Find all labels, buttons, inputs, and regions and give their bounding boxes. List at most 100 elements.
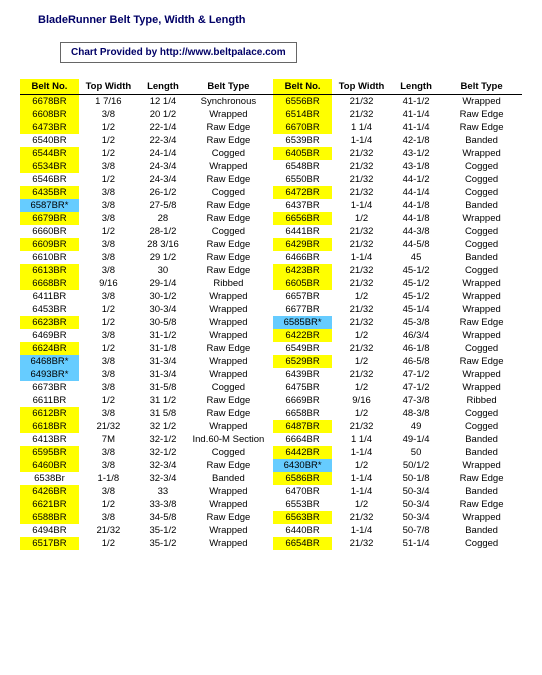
belt-type-cell: Wrapped — [188, 368, 269, 381]
table-body: 6678BR1 7/1612 1/4Synchronous6556BR21/32… — [20, 95, 522, 551]
length-cell: 31 1/2 — [138, 394, 188, 407]
belt-no-cell: 6658BR — [273, 407, 332, 420]
length-cell: 45-3/8 — [391, 316, 441, 329]
length-cell: 24-3/4 — [138, 160, 188, 173]
belt-type-cell: Wrapped — [188, 303, 269, 316]
table-row: 6413BR7M32-1/2Ind.60-M Section6664BR1 1/… — [20, 433, 522, 446]
length-cell: 43-1/2 — [391, 147, 441, 160]
belt-no-cell: 6441BR — [273, 225, 332, 238]
belt-type-cell: Ribbed — [188, 277, 269, 290]
table-row: 6517BR1/235-1/2Wrapped6654BR21/3251-1/4C… — [20, 537, 522, 550]
top-width-cell: 21/32 — [332, 95, 391, 109]
top-width-cell: 3/8 — [79, 290, 138, 303]
top-width-cell: 3/8 — [79, 329, 138, 342]
top-width-cell: 21/32 — [332, 537, 391, 550]
belt-no-cell: 6529BR — [273, 355, 332, 368]
top-width-cell: 21/32 — [332, 368, 391, 381]
table-row: 6493BR*3/831-3/4Wrapped6439BR21/3247-1/2… — [20, 368, 522, 381]
belt-no-cell: 6660BR — [20, 225, 79, 238]
table-row: 6588BR3/834-5/8Raw Edge6563BR21/3250-3/4… — [20, 511, 522, 524]
table-row: 6660BR1/228-1/2Cogged6441BR21/3244-3/8Co… — [20, 225, 522, 238]
length-cell: 29 1/2 — [138, 251, 188, 264]
col-belt-no-left: Belt No. — [20, 79, 79, 95]
length-cell: 12 1/4 — [138, 95, 188, 109]
belt-no-cell: 6654BR — [273, 537, 332, 550]
belt-no-cell: 6679BR — [20, 212, 79, 225]
table-row: 6587BR*3/827-5/8Raw Edge6437BR1-1/444-1/… — [20, 199, 522, 212]
belt-no-cell: 6429BR — [273, 238, 332, 251]
belt-type-cell: Cogged — [441, 420, 522, 433]
belt-type-cell: Wrapped — [188, 498, 269, 511]
belt-no-cell: 6610BR — [20, 251, 79, 264]
top-width-cell: 1-1/4 — [332, 485, 391, 498]
length-cell: 49-1/4 — [391, 433, 441, 446]
top-width-cell: 3/8 — [79, 381, 138, 394]
length-cell: 28 — [138, 212, 188, 225]
length-cell: 28-1/2 — [138, 225, 188, 238]
top-width-cell: 21/32 — [332, 511, 391, 524]
belt-no-cell: 6678BR — [20, 95, 79, 109]
belt-no-cell: 6548BR — [273, 160, 332, 173]
belt-type-cell: Raw Edge — [188, 173, 269, 186]
belt-no-cell: 6435BR — [20, 186, 79, 199]
belt-no-cell: 6553BR — [273, 498, 332, 511]
top-width-cell: 21/32 — [332, 238, 391, 251]
belt-no-cell: 6605BR — [273, 277, 332, 290]
top-width-cell: 21/32 — [332, 420, 391, 433]
table-row: 6613BR3/830Raw Edge6423BR21/3245-1/2Cogg… — [20, 264, 522, 277]
belt-no-cell: 6608BR — [20, 108, 79, 121]
belt-no-cell: 6624BR — [20, 342, 79, 355]
top-width-cell: 1 1/4 — [332, 433, 391, 446]
top-width-cell: 21/32 — [332, 303, 391, 316]
table-row: 6540BR1/222-3/4Raw Edge6539BR1-1/442-1/8… — [20, 134, 522, 147]
belt-type-cell: Raw Edge — [441, 121, 522, 134]
length-cell: 44-5/8 — [391, 238, 441, 251]
length-cell: 45-1/4 — [391, 303, 441, 316]
belt-table: Belt No. Top Width Length Belt Type Belt… — [20, 79, 522, 550]
belt-type-cell: Wrapped — [188, 537, 269, 550]
belt-no-cell: 6437BR — [273, 199, 332, 212]
top-width-cell: 1-1/8 — [79, 472, 138, 485]
table-row: 6610BR3/829 1/2Raw Edge6466BR1-1/445Band… — [20, 251, 522, 264]
top-width-cell: 1 1/4 — [332, 121, 391, 134]
table-row: 6621BR1/233-3/8Wrapped6553BR1/250-3/4Raw… — [20, 498, 522, 511]
top-width-cell: 3/8 — [79, 186, 138, 199]
belt-type-cell: Raw Edge — [188, 199, 269, 212]
length-cell: 31-5/8 — [138, 381, 188, 394]
table-row: 6624BR1/231-1/8Raw Edge6549BR21/3246-1/8… — [20, 342, 522, 355]
table-row: 6623BR1/230-5/8Wrapped6585BR*21/3245-3/8… — [20, 316, 522, 329]
belt-type-cell: Cogged — [441, 225, 522, 238]
belt-type-cell: Raw Edge — [188, 459, 269, 472]
belt-type-cell: Cogged — [188, 446, 269, 459]
belt-type-cell: Wrapped — [441, 290, 522, 303]
belt-type-cell: Banded — [441, 433, 522, 446]
table-row: 6435BR3/826-1/2Cogged6472BR21/3244-1/4Co… — [20, 186, 522, 199]
length-cell: 46-5/8 — [391, 355, 441, 368]
belt-no-cell: 6613BR — [20, 264, 79, 277]
table-row: 6453BR1/230-3/4Wrapped6677BR21/3245-1/4W… — [20, 303, 522, 316]
top-width-cell: 1/2 — [79, 498, 138, 511]
length-cell: 41-1/2 — [391, 95, 441, 109]
top-width-cell: 1-1/4 — [332, 524, 391, 537]
belt-type-cell: Banded — [441, 199, 522, 212]
belt-no-cell: 6487BR — [273, 420, 332, 433]
length-cell: 32-1/2 — [138, 446, 188, 459]
belt-type-cell: Wrapped — [441, 95, 522, 109]
top-width-cell: 21/32 — [332, 173, 391, 186]
top-width-cell: 3/8 — [79, 264, 138, 277]
belt-type-cell: Cogged — [441, 173, 522, 186]
top-width-cell: 3/8 — [79, 199, 138, 212]
belt-no-cell: 6539BR — [273, 134, 332, 147]
belt-type-cell: Wrapped — [441, 303, 522, 316]
table-row: 6473BR1/222-1/4Raw Edge6670BR1 1/441-1/4… — [20, 121, 522, 134]
belt-no-cell: 6440BR — [273, 524, 332, 537]
top-width-cell: 1/2 — [79, 225, 138, 238]
belt-no-cell: 6673BR — [20, 381, 79, 394]
belt-type-cell: Wrapped — [188, 316, 269, 329]
length-cell: 33 — [138, 485, 188, 498]
table-row: 6468BR*3/831-3/4Wrapped6529BR1/246-5/8Ra… — [20, 355, 522, 368]
belt-type-cell: Raw Edge — [188, 121, 269, 134]
length-cell: 30-5/8 — [138, 316, 188, 329]
table-row: 6546BR1/224-3/4Raw Edge6550BR21/3244-1/2… — [20, 173, 522, 186]
belt-type-cell: Raw Edge — [188, 134, 269, 147]
